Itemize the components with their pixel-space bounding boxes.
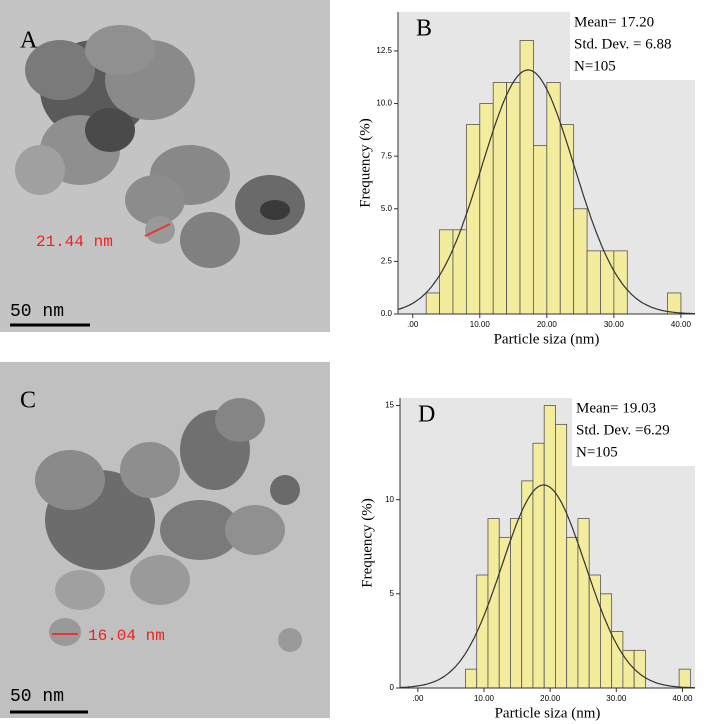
x-tick-label: 30.00 (604, 320, 625, 329)
bar (465, 124, 481, 315)
bar (498, 536, 511, 689)
y-tick-label: 15 (385, 401, 394, 410)
stat-label: Mean= 17.20 (574, 14, 654, 30)
x-tick-label: 40.00 (672, 694, 693, 703)
y-tick-label: 2.5 (381, 256, 393, 265)
panel-label: A (20, 28, 38, 54)
stats-box (572, 398, 695, 466)
bar (452, 229, 467, 315)
y-axis-label: Frequency (%) (357, 118, 373, 208)
bar (465, 668, 478, 689)
bar (600, 250, 615, 315)
bar (506, 82, 521, 315)
x-tick-label: 40.00 (671, 320, 692, 329)
x-tick-label: 20.00 (540, 694, 561, 703)
bar (555, 423, 568, 689)
y-tick-label: 0.0 (381, 309, 393, 318)
bar (611, 631, 624, 689)
x-tick-label: 10.00 (474, 694, 495, 703)
scale-bar-label: 50 nm (10, 687, 64, 707)
bar (476, 574, 489, 689)
measurement: 21.44 nm (36, 233, 113, 251)
bar (492, 82, 508, 315)
x-tick-label: 10.00 (470, 320, 491, 329)
stat-label: Std. Dev. =6.29 (576, 422, 670, 438)
stat-label: N=105 (576, 444, 618, 460)
x-tick-label: .00 (412, 694, 424, 703)
y-axis-label: Frequency (%) (359, 498, 375, 588)
bar (519, 40, 534, 315)
y-tick-label: 10.0 (376, 99, 392, 108)
stat-label: N=105 (574, 58, 616, 74)
y-tick-label: 10 (385, 495, 394, 504)
scale-bar-label: 50 nm (10, 302, 64, 322)
y-tick-label: 7.5 (381, 151, 393, 160)
bar (667, 292, 682, 315)
stats-box (570, 12, 695, 80)
x-tick-label: 20.00 (537, 320, 558, 329)
bar (566, 536, 579, 689)
measurement: 16.04 nm (88, 627, 165, 645)
panel-label: B (416, 16, 432, 42)
x-axis-label: Particle siza (nm) (494, 331, 600, 347)
bar (543, 405, 556, 689)
bar (487, 518, 500, 689)
x-tick-label: .00 (407, 320, 419, 329)
tem-image: C 50 nm 16.04 nm (0, 362, 330, 718)
bar (510, 518, 523, 689)
bar (586, 250, 601, 315)
bar (613, 250, 628, 315)
bar (521, 480, 534, 689)
fit-curve (399, 484, 695, 689)
y-tick-label: 5 (390, 589, 395, 598)
y-tick-label: 12.5 (376, 46, 392, 55)
stat-label: Mean= 19.03 (576, 400, 656, 416)
bar (559, 124, 575, 315)
x-axis-label: Particle siza (nm) (495, 705, 601, 721)
bar (577, 518, 590, 689)
panel-label: C (20, 388, 36, 414)
stat-label: Std. Dev. = 6.88 (574, 36, 672, 52)
bar (573, 208, 588, 315)
bar (533, 145, 548, 315)
tem-image: A 50 nm 21.44 nm (0, 0, 330, 332)
bar (633, 649, 646, 689)
bar (678, 668, 691, 689)
panel-label: D (418, 402, 435, 428)
bar (532, 442, 545, 689)
bar (622, 649, 635, 689)
bar (600, 593, 613, 689)
fit-curve (397, 69, 696, 315)
x-tick-label: 30.00 (606, 694, 627, 703)
bar (425, 292, 440, 315)
y-tick-label: 0 (390, 683, 395, 692)
y-tick-label: 5.0 (381, 204, 393, 213)
